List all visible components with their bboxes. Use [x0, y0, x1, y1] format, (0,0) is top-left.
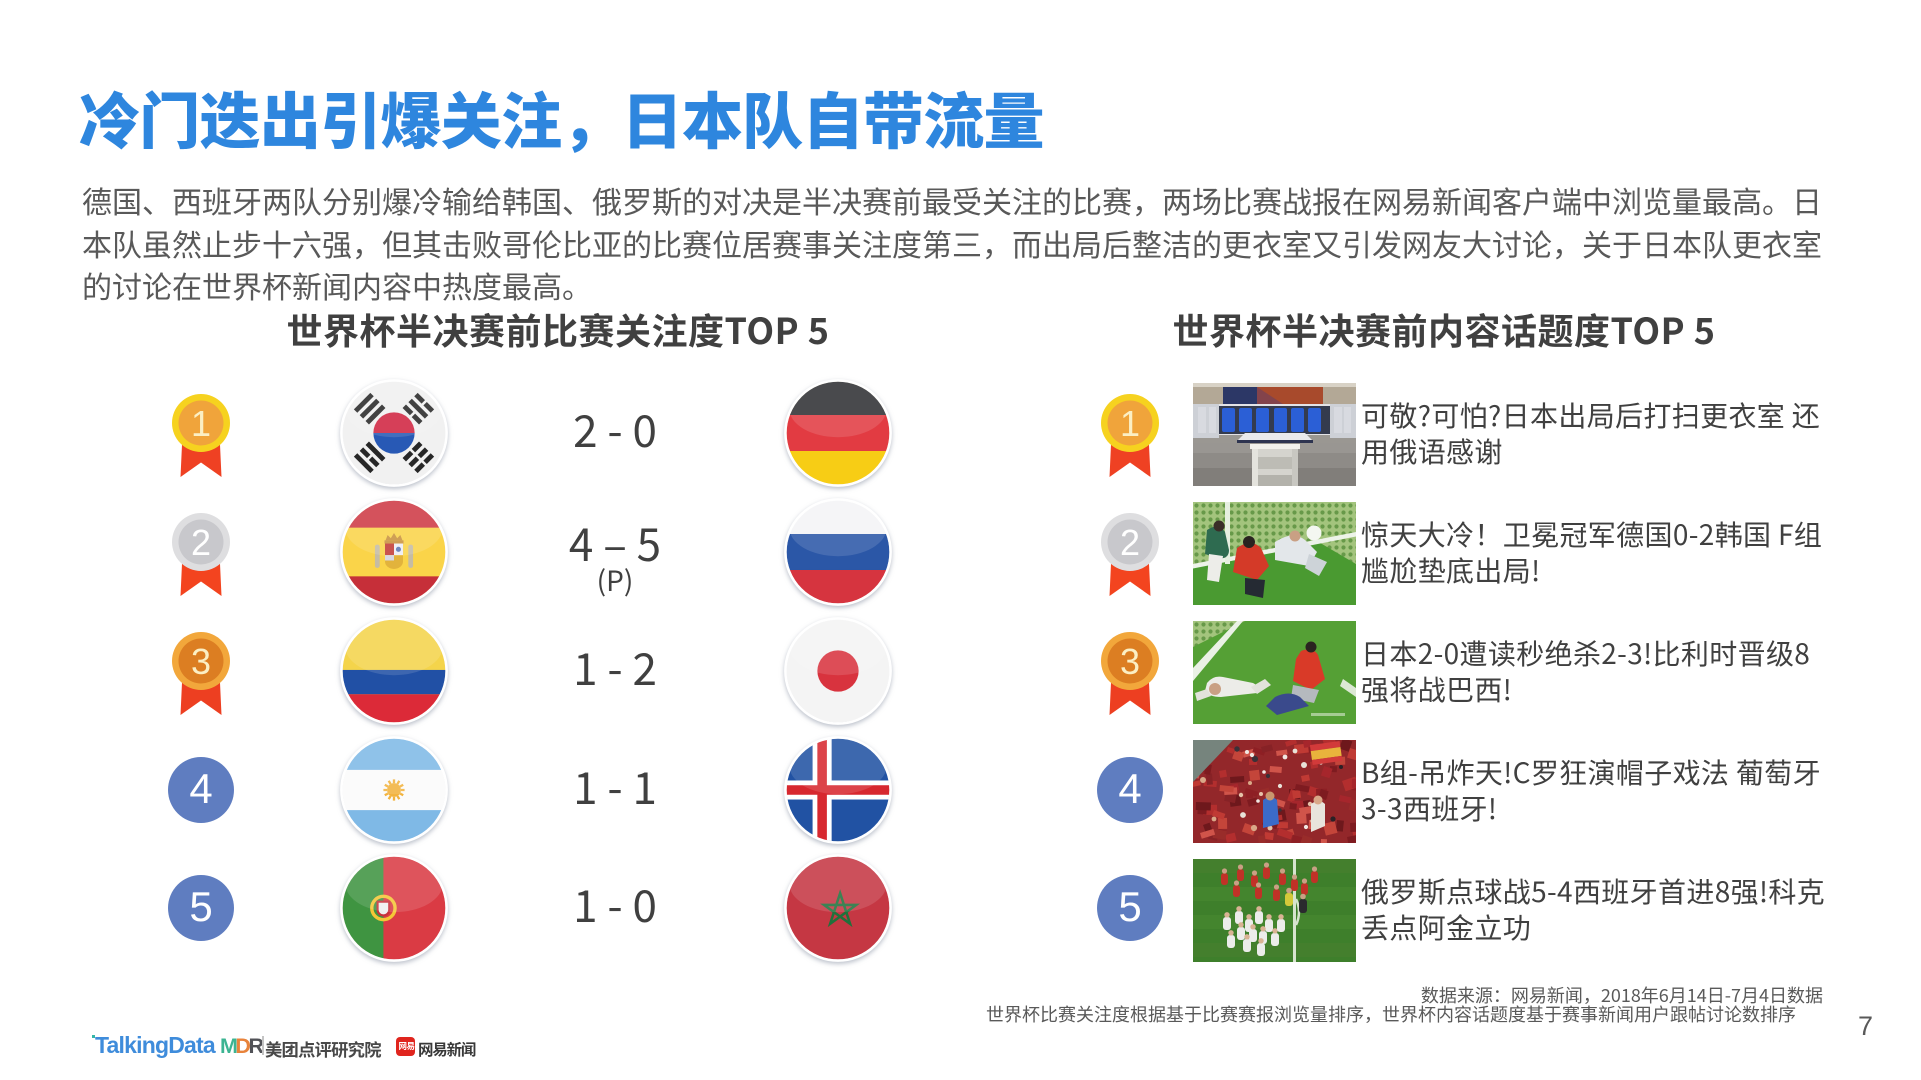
svg-text:2: 2 — [191, 522, 211, 563]
svg-text:3: 3 — [191, 641, 211, 682]
svg-text:1: 1 — [191, 403, 211, 444]
svg-text:2: 2 — [1120, 522, 1140, 563]
svg-text:3: 3 — [1120, 641, 1140, 682]
svg-text:1: 1 — [1120, 403, 1140, 444]
